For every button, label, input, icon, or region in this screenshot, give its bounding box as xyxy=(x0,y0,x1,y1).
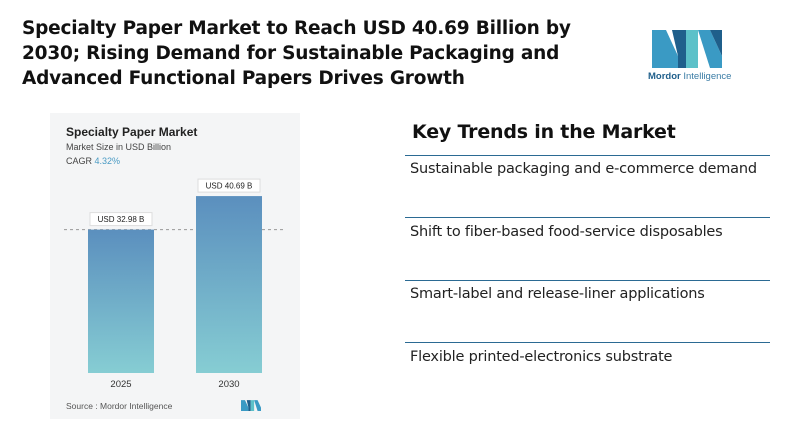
bar-chart: USD 32.98 B 2025 USD 40.69 B 2030 xyxy=(64,178,286,390)
headline: Specialty Paper Market to Reach USD 40.6… xyxy=(22,18,571,89)
trend-divider xyxy=(405,155,770,156)
trend-item-1: Sustainable packaging and e-commerce dem… xyxy=(410,161,757,177)
brand-logo: Mordor Intelligence xyxy=(640,26,760,86)
trend-divider xyxy=(405,342,770,343)
data-label-2030: USD 40.69 B xyxy=(206,182,253,191)
trend-item-3: Smart-label and release-liner applicatio… xyxy=(410,286,705,302)
brand-name: Mordor Intelligence xyxy=(648,71,731,82)
mordor-logo-icon xyxy=(652,30,722,68)
mini-logo-icon xyxy=(241,400,261,411)
chart-cagr: CAGR 4.32% xyxy=(66,156,120,166)
cagr-value: 4.32% xyxy=(94,156,121,166)
data-label-2025: USD 32.98 B xyxy=(98,215,145,224)
chart-card: Specialty Paper Market Market Size in US… xyxy=(50,113,300,419)
trends-title: Key Trends in the Market xyxy=(412,121,676,143)
trend-item-4: Flexible printed-electronics substrate xyxy=(410,349,673,365)
chart-subtitle: Market Size in USD Billion xyxy=(66,142,172,152)
trend-divider xyxy=(405,280,770,281)
brand-name-rest: Intelligence xyxy=(680,71,732,82)
bar-2030 xyxy=(196,196,262,373)
data-label-box xyxy=(89,212,153,227)
cagr-label: CAGR xyxy=(66,156,93,166)
chart-title: Specialty Paper Market xyxy=(66,125,198,139)
bar-2025 xyxy=(88,229,154,373)
x-tick-label-2025: 2025 xyxy=(110,379,131,390)
trend-item-2: Shift to fiber-based food-service dispos… xyxy=(410,224,723,240)
data-label-box xyxy=(197,178,261,193)
trend-divider xyxy=(405,217,770,218)
brand-name-bold: Mordor xyxy=(648,71,681,82)
chart-source: Source : Mordor Intelligence xyxy=(66,401,173,411)
x-tick-label-2030: 2030 xyxy=(218,379,239,390)
